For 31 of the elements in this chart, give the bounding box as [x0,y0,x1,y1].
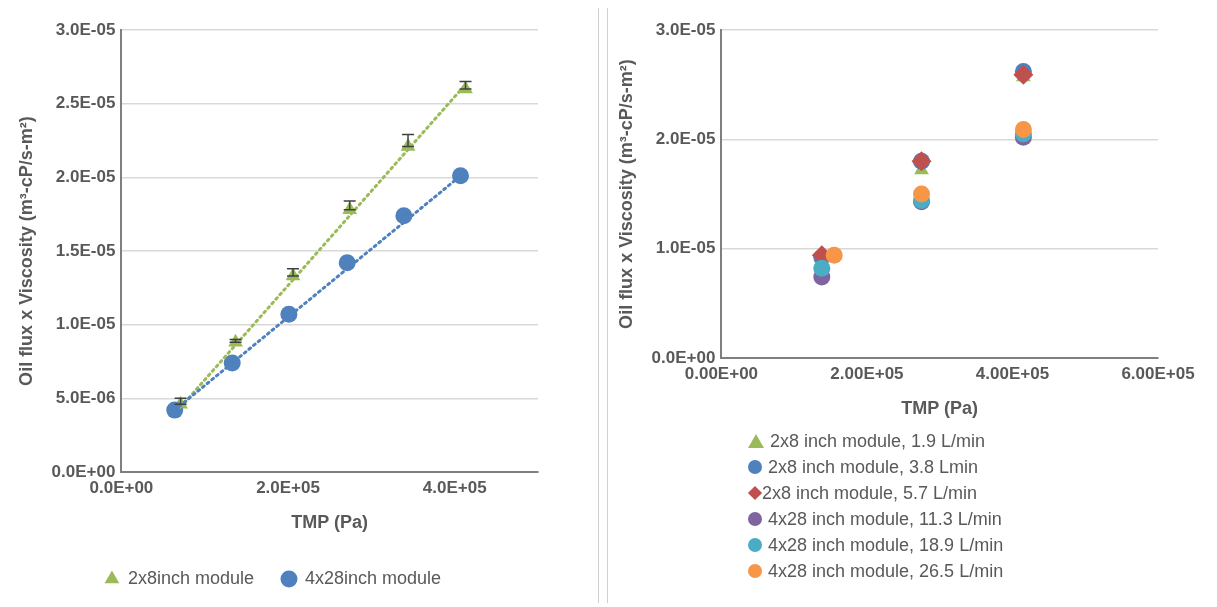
y-tick-label: 1.0E-05 [55,314,116,334]
y-tick-label: 5.0E-06 [55,388,116,408]
y-tick-label: 2.0E-05 [55,167,116,187]
legend-label: 2x8 inch module, 3.8 Lmin [768,456,979,479]
legend-label: 2x8 inch module, 5.7 L/min [762,482,978,505]
point [913,185,931,203]
y-tick-label: 2.0E-05 [655,129,716,149]
y-axis-title: Oil flux x Viscosity (m³-cP/s-m²) [15,116,36,386]
legend-label: 4x28 inch module, 26.5 L/min [768,560,1004,583]
point [813,259,831,277]
legend-label: 4x28 inch module, 11.3 L/min [768,508,1002,531]
point [452,167,470,185]
x-axis-title: TMP (Pa) [901,398,979,419]
legend-label: 4x28 inch module, 18.9 L/min [768,534,1004,557]
y-tick-label: 3.0E-05 [55,19,116,39]
legend-label: 2x8inch module [127,567,255,588]
x-tick-label: 2.00E+05 [830,363,904,383]
x-tick-label: 6.00E+05 [1121,363,1195,383]
x-tick-label: 2.0E+05 [256,477,320,497]
legend-label: 4x28inch module [304,567,442,588]
y-axis-title: Oil flux x Viscosity (m³-cP/s-m²) [615,59,636,329]
legend-label: 2x8 inch module, 1.9 L/min [770,430,986,453]
x-tick-label: 4.0E+05 [422,477,487,497]
x-tick-label: 4.00E+05 [975,363,1050,383]
y-tick-label: 3.0E-05 [655,19,716,39]
x-axis-title: TMP (Pa) [291,512,369,533]
point [825,246,843,264]
y-tick-label: 1.0E-05 [655,238,716,258]
y-tick-label: 1.5E-05 [55,240,116,260]
y-tick-label: 2.5E-05 [55,93,116,113]
point [1014,120,1032,138]
